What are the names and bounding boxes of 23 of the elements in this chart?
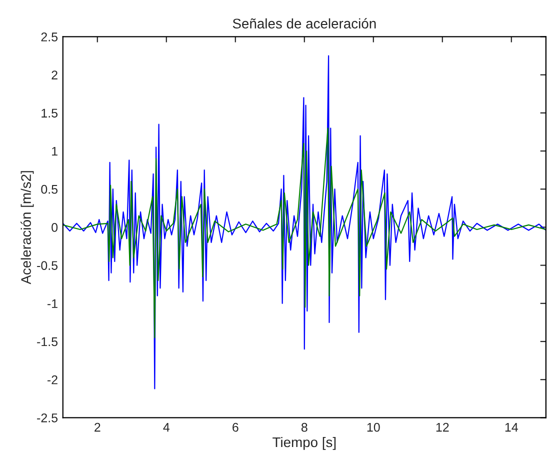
line-series: [62, 55, 546, 390]
x-tick-label: 8: [301, 422, 308, 432]
y-tick-label: -2: [47, 375, 58, 384]
y-tick-label: 1.5: [42, 108, 58, 118]
x-tick-label: 14: [505, 423, 518, 432]
y-tick-label: -0.5: [37, 261, 58, 270]
y-tick-label: 0: [52, 223, 58, 232]
y-tick-label: 1: [52, 146, 58, 156]
x-tick-label: 10: [367, 422, 380, 432]
line-series: [62, 128, 546, 338]
y-tick-label: 0.5: [41, 184, 58, 194]
y-tick-label: 2: [52, 70, 58, 80]
x-tick-label: 6: [232, 422, 238, 432]
y-axis-title: Aceleración [m/s2]: [20, 171, 34, 284]
x-tick-label: 4: [163, 423, 170, 432]
y-tick-label: -2.5: [37, 413, 58, 422]
y-tick-label: -1: [47, 299, 58, 308]
chart-title: Señales de aceleración: [232, 18, 376, 29]
x-tick-label: 12: [436, 422, 449, 432]
x-tick-label: 2: [94, 422, 100, 432]
x-axis-title: Tiempo [s]: [272, 436, 336, 450]
y-tick-label: -1.5: [37, 337, 58, 346]
y-tick-label: 2.5: [41, 32, 58, 42]
